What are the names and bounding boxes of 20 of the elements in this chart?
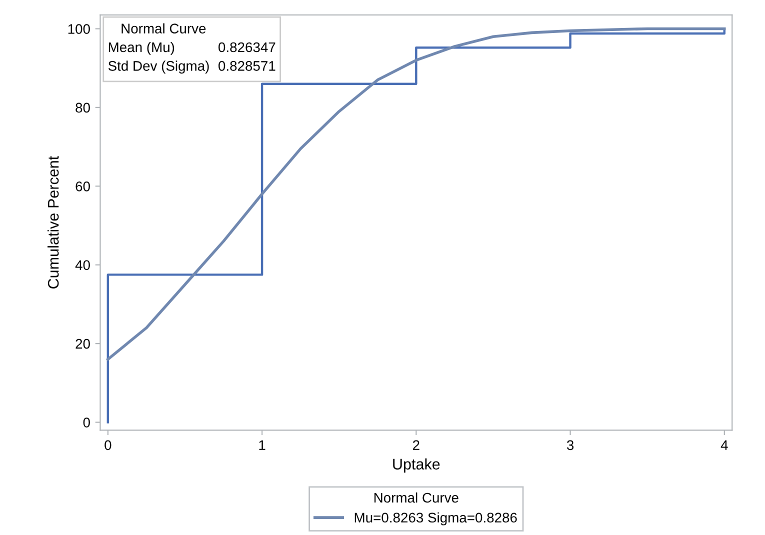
legend-title: Normal Curve — [374, 492, 458, 503]
y-tick-label: 80 — [76, 102, 90, 113]
legend-label: Mu=0.8263 Sigma=0.8286 — [354, 512, 517, 526]
x-axis-title: Uptake — [393, 458, 440, 473]
annotation: Normal Curve — [122, 23, 206, 34]
x-tick-label: 4 — [720, 440, 728, 450]
x-tick-label: 0 — [104, 440, 112, 450]
y-tick-label: 0 — [83, 418, 90, 428]
x-tick-label: 2 — [412, 440, 420, 450]
y-tick-label: 100 — [68, 24, 90, 34]
y-tick-label: 60 — [76, 181, 90, 192]
y-axis-title: Cumulative Percent — [48, 156, 59, 288]
y-tick-label: 20 — [76, 338, 90, 349]
annotation: Mean (Mu) — [108, 42, 174, 55]
y-tick-label: 40 — [75, 260, 90, 270]
x-tick-label: 1 — [259, 440, 266, 450]
annotation: 0.826347 — [218, 42, 276, 52]
annotation: 0.828571 — [218, 61, 276, 71]
x-tick-label: 3 — [566, 440, 574, 450]
annotation: Std Dev (Sigma) — [108, 60, 209, 74]
